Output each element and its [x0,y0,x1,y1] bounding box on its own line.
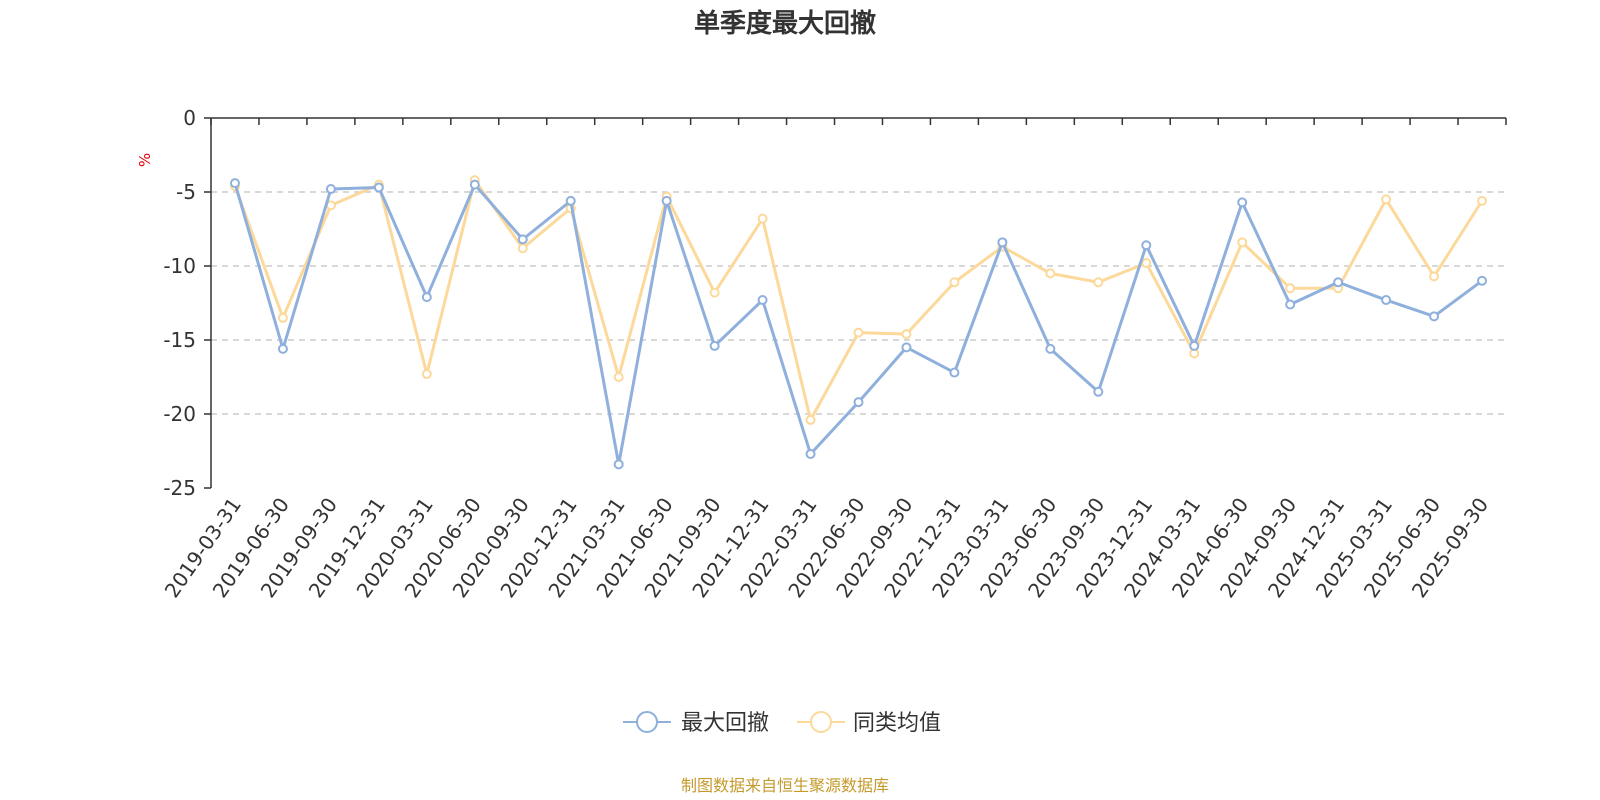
y-tick-label: -5 [176,180,196,204]
data-point[interactable] [325,184,336,195]
legend[interactable]: 最大回撤 同类均值 [623,711,941,736]
data-point[interactable] [1045,343,1056,354]
data-point[interactable] [421,369,432,380]
data-point[interactable] [1237,237,1248,248]
data-point[interactable] [1381,295,1392,306]
data-point[interactable] [277,343,288,354]
legend-item[interactable]: 同类均值 [797,711,941,736]
data-point[interactable] [1333,277,1344,288]
data-point[interactable] [1477,195,1488,206]
data-point[interactable] [1285,299,1296,310]
data-point[interactable] [949,367,960,378]
data-point[interactable] [1093,386,1104,397]
data-point[interactable] [853,327,864,338]
data-point[interactable] [517,243,528,254]
data-point[interactable] [1429,271,1440,282]
data-point[interactable] [1381,194,1392,205]
data-point[interactable] [1237,197,1248,208]
data-point[interactable] [1189,340,1200,351]
data-point[interactable] [613,459,624,470]
data-point[interactable] [1141,240,1152,251]
y-tick-label: -10 [163,254,196,278]
chart-title: 单季度最大回撤 [694,8,876,39]
data-point[interactable] [1045,268,1056,279]
y-tick-label: -15 [163,328,196,352]
legend-marker-icon [810,711,832,733]
data-point[interactable] [277,312,288,323]
legend-label: 最大回撤 [681,711,769,736]
legend-item[interactable]: 最大回撤 [623,711,769,736]
data-point[interactable] [661,195,672,206]
grid-lines [211,191,1506,415]
source-note: 制图数据来自恒生聚源数据库 [681,776,889,795]
axes: 0-5-10-15-20-252019-03-312019-06-302019-… [160,106,1507,602]
data-point[interactable] [517,234,528,245]
data-point[interactable] [853,397,864,408]
data-point[interactable] [421,292,432,303]
data-point[interactable] [229,178,240,189]
series-lines [229,175,1488,470]
data-point[interactable] [949,277,960,288]
data-point[interactable] [469,179,480,190]
y-tick-label: -25 [163,476,196,500]
series-line [233,182,1483,466]
y-axis-unit: % [136,153,154,167]
data-point[interactable] [757,295,768,306]
legend-marker-icon [636,711,658,733]
data-point[interactable] [1285,283,1296,294]
data-point[interactable] [613,372,624,382]
data-point[interactable] [805,448,816,459]
data-point[interactable] [901,329,912,340]
data-point[interactable] [901,342,912,353]
data-point[interactable] [757,213,768,224]
data-point[interactable] [997,237,1008,248]
data-point[interactable] [1141,258,1152,269]
data-point[interactable] [1477,275,1488,286]
legend-label: 同类均值 [853,711,941,736]
y-tick-label: 0 [183,106,196,130]
data-point[interactable] [805,414,816,425]
data-point[interactable] [373,182,384,193]
y-tick-label: -20 [163,402,196,426]
data-point[interactable] [709,340,720,351]
data-point[interactable] [565,195,576,206]
data-point[interactable] [709,287,720,298]
data-point[interactable] [1429,311,1440,322]
series-line [233,178,1484,422]
data-point[interactable] [1093,277,1104,288]
